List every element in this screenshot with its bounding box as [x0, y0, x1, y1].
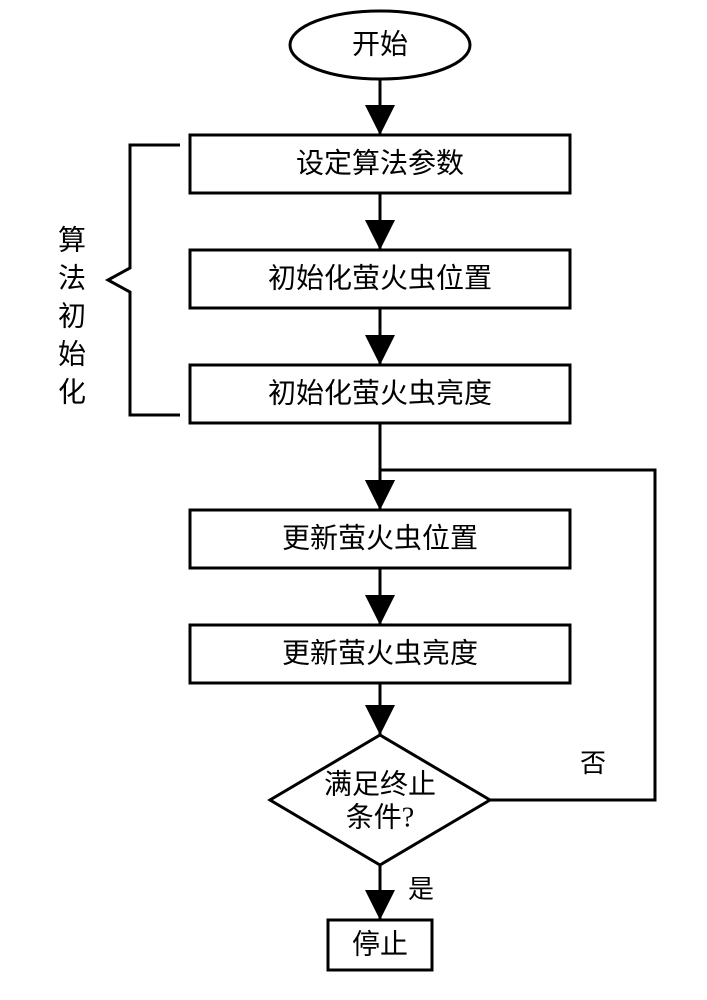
edge-label-否: 否	[580, 749, 606, 778]
edge-labels: 是否	[408, 749, 606, 904]
n5-label: 更新萤火虫亮度	[282, 638, 478, 670]
bracket	[108, 145, 180, 415]
stop-label: 停止	[352, 929, 408, 961]
n4-label: 更新萤火虫位置	[282, 523, 478, 555]
start-label: 开始	[352, 29, 408, 61]
dec-label-1: 满足终止	[324, 769, 436, 801]
flowchart-svg: 开始设定算法参数初始化萤火虫位置初始化萤火虫亮度更新萤火虫位置更新萤火虫亮度满足…	[0, 0, 707, 1000]
bracket-label: 算法初始化	[55, 225, 83, 415]
edge-label-是: 是	[408, 875, 434, 904]
edge-dec-n4	[380, 470, 655, 800]
n2-label: 初始化萤火虫位置	[268, 263, 492, 295]
bracket-path	[108, 145, 180, 415]
n1-label: 设定算法参数	[296, 148, 464, 180]
n3-label: 初始化萤火虫亮度	[268, 378, 492, 410]
dec-label-2: 条件?	[346, 802, 414, 834]
